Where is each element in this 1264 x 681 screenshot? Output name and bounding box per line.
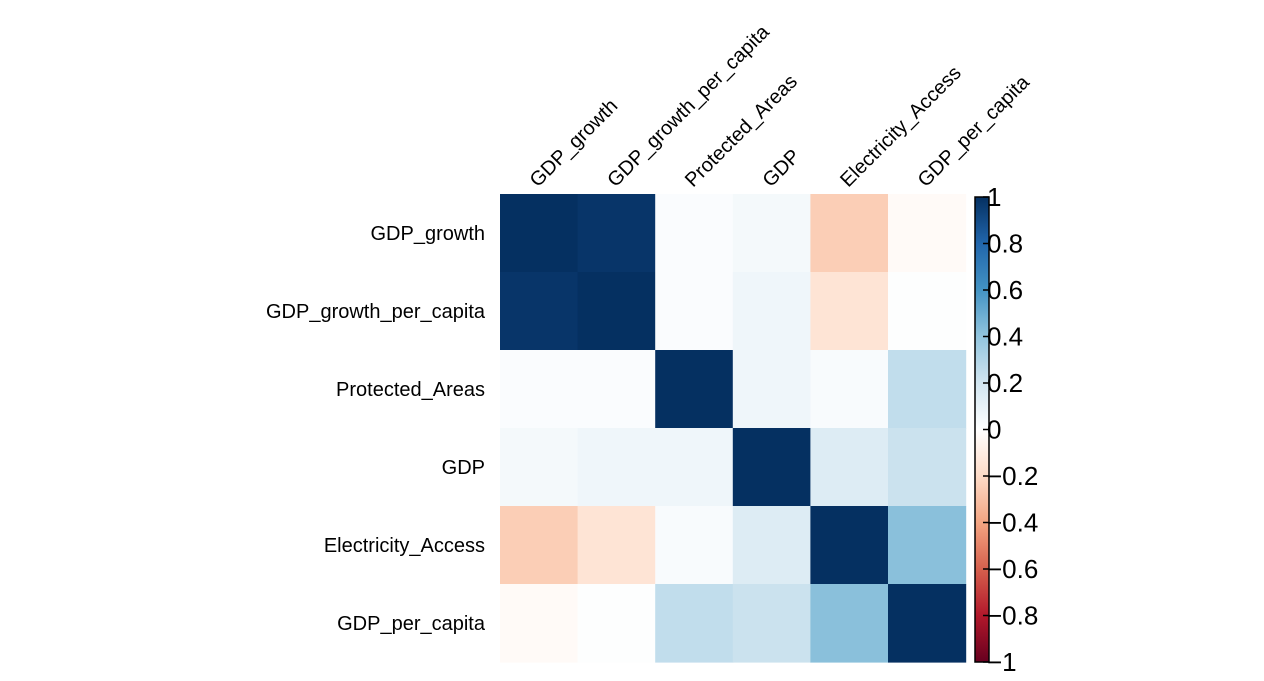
column-label: GDP bbox=[759, 145, 805, 191]
colorbar-tick-label: 0.4 bbox=[987, 322, 1023, 352]
heatmap-cell bbox=[577, 350, 656, 429]
heatmap-cell bbox=[732, 506, 811, 585]
heatmap-cell bbox=[888, 506, 967, 585]
heatmap-cell bbox=[810, 428, 889, 507]
heatmap-cell bbox=[500, 506, 579, 585]
heatmap-cell bbox=[655, 272, 734, 351]
row-label: GDP bbox=[442, 457, 485, 479]
heatmap-cell bbox=[500, 194, 579, 273]
row-label: Electricity_Access bbox=[324, 535, 485, 557]
heatmap-cell bbox=[888, 194, 967, 273]
colorbar-tick-label: −0.6 bbox=[987, 554, 1038, 584]
column-label: GDP_growth_per_capita bbox=[603, 20, 774, 191]
heatmap-cell bbox=[655, 584, 734, 663]
colorbar-ticks: 1 0.8 0.6 0.4 0.2 0 −0.2 −0.4 −0.6 −0.8 −1 bbox=[983, 182, 1038, 677]
colorbar-tick-label: −0.8 bbox=[987, 601, 1038, 631]
heatmap-cell bbox=[732, 350, 811, 429]
heatmap-cell bbox=[888, 350, 967, 429]
heatmap-cell bbox=[888, 272, 967, 351]
colorbar-tick-label: 0 bbox=[987, 415, 1001, 445]
colorbar: 1 0.8 0.6 0.4 0.2 0 −0.2 −0.4 −0.6 −0.8 −1 bbox=[974, 182, 1038, 677]
heatmap-cell bbox=[577, 272, 656, 351]
heatmap-cell bbox=[655, 350, 734, 429]
heatmap-cell bbox=[655, 506, 734, 585]
colorbar-tick-label: −1 bbox=[987, 647, 1017, 677]
colorbar-tick-label: −0.4 bbox=[987, 508, 1038, 538]
row-label: GDP_per_capita bbox=[337, 613, 486, 635]
row-label: GDP_growth_per_capita bbox=[266, 301, 486, 323]
heatmap-cell bbox=[732, 272, 811, 351]
heatmap-cell bbox=[888, 428, 967, 507]
heatmap-cell bbox=[500, 584, 579, 663]
heatmap-cell bbox=[655, 194, 734, 273]
heatmap-cell bbox=[577, 584, 656, 663]
heatmap-cell bbox=[810, 272, 889, 351]
heatmap-cell bbox=[577, 428, 656, 507]
heatmap-cell bbox=[732, 194, 811, 273]
heatmap-cell bbox=[577, 506, 656, 585]
column-labels: GDP_growthGDP_growth_per_capitaProtected… bbox=[526, 20, 1035, 191]
heatmap-cell bbox=[810, 584, 889, 663]
heatmap-cell bbox=[810, 350, 889, 429]
heatmap-cell bbox=[500, 350, 579, 429]
row-label: Protected_Areas bbox=[336, 379, 485, 401]
heatmap-cell bbox=[577, 194, 656, 273]
heatmap-cell bbox=[732, 584, 811, 663]
colorbar-tick-label: −0.2 bbox=[987, 461, 1038, 491]
colorbar-tick-label: 1 bbox=[987, 182, 1001, 212]
heatmap-cell bbox=[888, 584, 967, 663]
heatmap-cell bbox=[655, 428, 734, 507]
row-labels: GDP_growth GDP_growth_per_capita Protected… bbox=[266, 223, 486, 635]
heatmap-cell bbox=[732, 428, 811, 507]
row-label: GDP_growth bbox=[371, 223, 486, 245]
colorbar-tick-label: 0.6 bbox=[987, 275, 1023, 305]
heatmap-cell bbox=[500, 272, 579, 351]
colorbar-tick-label: 0.8 bbox=[987, 229, 1023, 259]
colorbar-tick-label: 0.2 bbox=[987, 368, 1023, 398]
heatmap-cell bbox=[500, 428, 579, 507]
heatmap-cells bbox=[500, 194, 967, 663]
heatmap-cell bbox=[810, 506, 889, 585]
heatmap-cell bbox=[810, 194, 889, 273]
